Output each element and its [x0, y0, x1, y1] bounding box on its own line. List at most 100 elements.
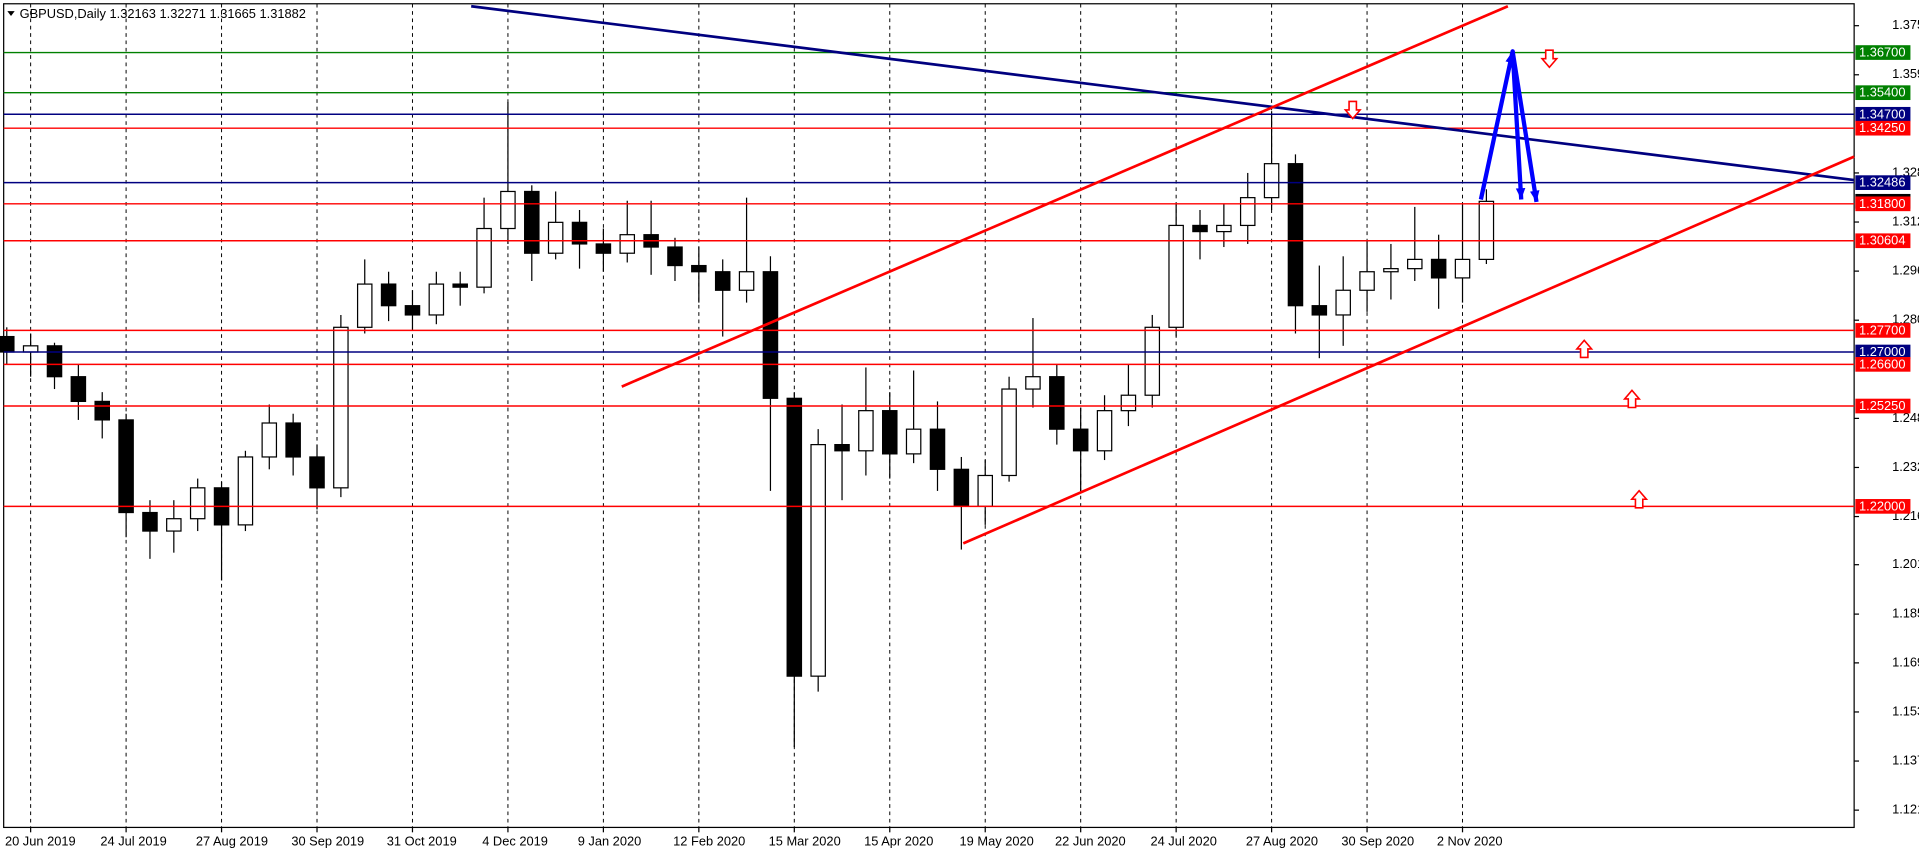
candle-body — [1239, 197, 1256, 227]
candle-body — [356, 283, 373, 328]
candle-body — [977, 474, 993, 507]
trendline — [471, 4, 1855, 182]
candle-body — [953, 468, 970, 507]
candle-body — [189, 487, 206, 520]
x-tick-label: 24 Jul 2019 — [100, 834, 166, 849]
y-tick-label: 1.37570 — [1892, 17, 1919, 32]
y-tick-label: 1.18510 — [1892, 605, 1919, 620]
candle-body — [1144, 326, 1161, 396]
candle-body — [571, 221, 588, 245]
signal-arrow — [1540, 49, 1559, 69]
candle-body — [46, 345, 63, 378]
y-tick-label: 1.13750 — [1892, 752, 1919, 767]
y-tick-label: 1.23260 — [1892, 459, 1919, 474]
candle-body — [1049, 376, 1065, 430]
candle-body — [261, 422, 278, 458]
candle-body — [905, 428, 922, 455]
level-label-box — [1855, 398, 1911, 414]
x-tick-label: 20 Jun 2019 — [5, 834, 76, 849]
signal-arrow — [1622, 389, 1642, 409]
y-tick-label: 1.24850 — [1892, 410, 1919, 425]
x-tick-label: 24 Jul 2020 — [1150, 834, 1216, 849]
level-label-box — [1855, 323, 1911, 338]
arrow-head — [1530, 190, 1540, 202]
candle-body — [333, 326, 349, 489]
y-tick-label: 1.28030 — [1892, 312, 1919, 327]
candle-body — [70, 376, 87, 403]
x-tick-label: 15 Mar 2020 — [769, 834, 841, 849]
candle-body — [285, 422, 301, 458]
level-label: 1.34250 — [1859, 120, 1905, 135]
level-label-box — [1855, 175, 1911, 190]
level-label: 1.27700 — [1859, 322, 1905, 337]
candle-body — [1478, 200, 1495, 260]
x-tick-label: 2 Nov 2020 — [1437, 834, 1503, 849]
candle-body — [380, 283, 397, 307]
x-tick-label: 22 Jun 2020 — [1055, 834, 1126, 849]
candle-body — [524, 190, 540, 254]
candle-body — [309, 456, 325, 489]
candle-body — [1216, 224, 1232, 233]
y-tick-label: 1.20110 — [1892, 556, 1919, 571]
candle-body — [1430, 258, 1447, 279]
x-tick-label: 9 Jan 2020 — [578, 834, 642, 849]
candle-body — [94, 400, 111, 421]
candle-body — [667, 246, 683, 267]
candle-body — [237, 456, 254, 526]
candle-body — [1001, 388, 1017, 477]
x-tick-label: 27 Aug 2020 — [1246, 834, 1318, 849]
candle-body — [404, 305, 421, 316]
candle-body — [1287, 163, 1304, 307]
trendline — [962, 155, 1855, 545]
candle-body — [428, 283, 445, 316]
candle-body — [1359, 271, 1375, 291]
candle-body — [619, 234, 636, 254]
candle-body — [1168, 224, 1184, 328]
candle-body — [834, 444, 850, 452]
level-label-box — [1855, 357, 1911, 372]
level-label-box — [1855, 233, 1911, 249]
level-label: 1.30604 — [1859, 233, 1905, 248]
y-tick-label: 1.31210 — [1892, 213, 1919, 228]
y-tick-label: 1.12160 — [1892, 802, 1919, 817]
level-label: 1.27000 — [1859, 344, 1905, 359]
level-label-box — [1855, 196, 1911, 212]
candle-body — [1263, 163, 1280, 199]
x-tick-label: 30 Sep 2019 — [291, 834, 364, 849]
chart-title: GBPUSD,Daily 1.32163 1.32271 1.31665 1.3… — [20, 6, 306, 21]
level-label: 1.36700 — [1859, 45, 1905, 60]
signal-arrow — [1630, 489, 1649, 509]
candle-body — [452, 283, 468, 288]
candle-body — [1335, 289, 1351, 316]
candle-body — [714, 271, 731, 291]
level-label-box — [1855, 344, 1911, 360]
candle-body — [786, 397, 803, 677]
candle-body — [810, 444, 826, 677]
candle-body — [118, 419, 134, 514]
level-label: 1.22000 — [1859, 498, 1905, 513]
candle-body — [738, 271, 755, 291]
candle-body — [142, 511, 158, 532]
arrow-head — [1505, 51, 1515, 64]
plot-frame — [3, 3, 1855, 829]
candle-body — [1120, 394, 1137, 412]
level-label-box — [1855, 120, 1911, 136]
x-tick-label: 30 Sep 2020 — [1341, 834, 1414, 849]
candle-body — [1407, 258, 1423, 270]
candle-body — [762, 271, 779, 399]
candle-body — [547, 221, 564, 254]
x-tick-label: 12 Feb 2020 — [673, 834, 745, 849]
menu-triangle[interactable] — [7, 11, 15, 17]
candle-body — [166, 518, 182, 532]
y-tick-label: 1.29620 — [1892, 263, 1919, 278]
x-tick-label: 31 Oct 2019 — [387, 834, 457, 849]
y-tick-label: 1.16930 — [1892, 654, 1919, 669]
level-label-box — [1855, 85, 1911, 101]
level-label: 1.25250 — [1859, 398, 1905, 413]
candle-body — [476, 227, 492, 288]
candle-body — [500, 190, 516, 230]
level-label: 1.35400 — [1859, 85, 1905, 100]
signal-arrow — [1575, 339, 1594, 359]
